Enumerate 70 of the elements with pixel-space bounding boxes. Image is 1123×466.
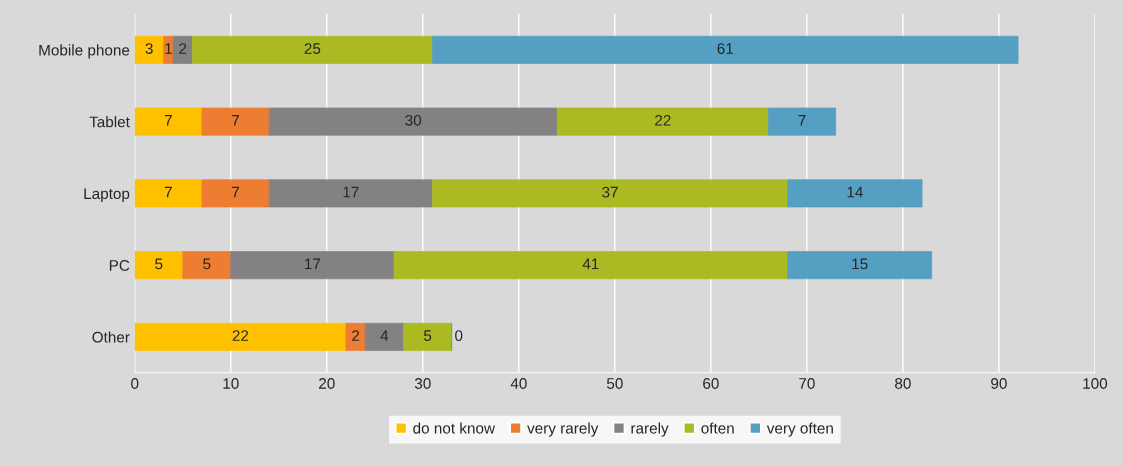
data-label: 14 bbox=[847, 186, 863, 198]
x-tick-label: 0 bbox=[131, 378, 139, 389]
x-tick-label: 90 bbox=[991, 378, 1007, 389]
legend-label: do not know bbox=[413, 422, 496, 434]
x-tick-label: 10 bbox=[223, 378, 239, 389]
bar bbox=[172, 35, 193, 64]
data-label: 22 bbox=[232, 330, 249, 341]
x-tick-label: 80 bbox=[895, 378, 911, 389]
bar bbox=[163, 35, 174, 64]
x-tick-label: 100 bbox=[1083, 378, 1108, 389]
legend-label: very rarely bbox=[527, 422, 599, 437]
bar bbox=[268, 107, 558, 136]
bar bbox=[268, 179, 433, 208]
data-label: 5 bbox=[155, 258, 163, 270]
data-label: 5 bbox=[423, 330, 432, 342]
bar bbox=[134, 107, 203, 136]
data-label: 0 bbox=[455, 330, 463, 342]
data-label: 4 bbox=[380, 330, 389, 341]
bar bbox=[768, 107, 837, 136]
y-tick-label: Other bbox=[92, 331, 130, 343]
bar bbox=[134, 251, 184, 280]
data-label: 25 bbox=[304, 43, 321, 54]
data-label: 3 bbox=[145, 43, 153, 54]
y-tick-label: Tablet bbox=[89, 116, 130, 128]
x-tick-label: 30 bbox=[414, 378, 431, 389]
bar bbox=[134, 179, 203, 208]
data-label: 2 bbox=[352, 330, 360, 341]
legend-label: often bbox=[701, 422, 734, 434]
y-tick-label: Laptop bbox=[84, 188, 130, 203]
data-label: 61 bbox=[717, 43, 734, 54]
data-label: 7 bbox=[232, 186, 240, 198]
bar bbox=[345, 322, 366, 351]
x-tick-label: 60 bbox=[703, 378, 719, 389]
data-label: 41 bbox=[582, 258, 599, 270]
legend-label: rarely bbox=[631, 422, 669, 437]
data-label: 5 bbox=[203, 258, 211, 270]
bar bbox=[787, 251, 933, 280]
x-tick-label: 20 bbox=[319, 378, 335, 389]
x-tick-label: 40 bbox=[510, 378, 527, 389]
bar bbox=[787, 179, 923, 208]
data-label: 37 bbox=[602, 186, 618, 198]
data-label: 17 bbox=[305, 258, 321, 270]
bar bbox=[192, 35, 433, 64]
data-label: 15 bbox=[852, 258, 868, 270]
bar bbox=[134, 322, 347, 351]
data-label: 7 bbox=[232, 115, 240, 126]
bar bbox=[364, 322, 404, 351]
y-tick-label: Mobile phone bbox=[39, 44, 130, 59]
data-label: 7 bbox=[164, 186, 172, 198]
data-label: 17 bbox=[343, 186, 359, 198]
bar bbox=[432, 35, 1019, 64]
data-label: 2 bbox=[179, 43, 187, 54]
bar bbox=[201, 179, 270, 208]
bar bbox=[201, 107, 270, 136]
x-tick-label: 50 bbox=[606, 378, 623, 389]
data-label: 22 bbox=[655, 114, 671, 126]
bar bbox=[134, 35, 164, 64]
x-tick-label: 70 bbox=[799, 378, 815, 389]
data-label: 1 bbox=[165, 43, 172, 54]
legend-label: very often bbox=[766, 422, 833, 437]
bar bbox=[556, 107, 769, 136]
data-label: 7 bbox=[798, 115, 806, 126]
data-label: 7 bbox=[164, 115, 172, 126]
y-tick-label: PC bbox=[109, 260, 130, 271]
bar bbox=[182, 251, 232, 280]
bar bbox=[403, 322, 452, 351]
data-label: 30 bbox=[405, 114, 422, 126]
bar bbox=[432, 179, 789, 208]
bar bbox=[393, 251, 789, 280]
bar bbox=[230, 251, 395, 280]
